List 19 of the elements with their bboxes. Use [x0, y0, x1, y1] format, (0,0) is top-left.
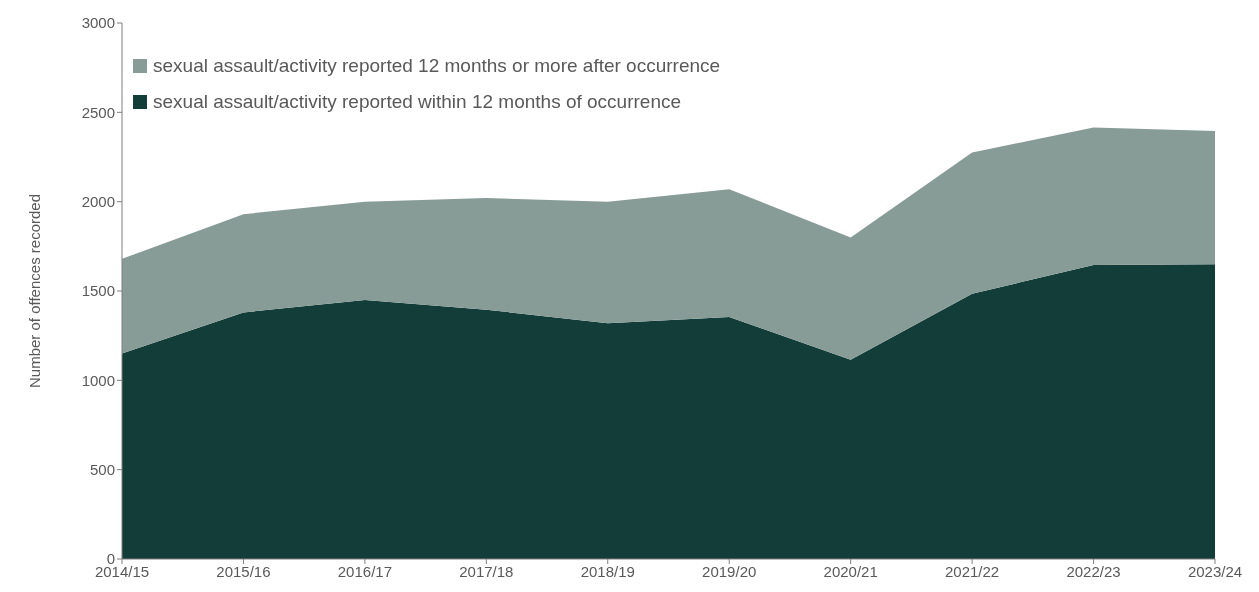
x-tick-label: 2019/20 — [702, 562, 757, 580]
y-tick-label: 500 — [89, 460, 115, 478]
x-tick-label: 2018/19 — [580, 562, 635, 580]
x-tick-label: 2021/22 — [944, 562, 1000, 580]
legend-label: sexual assault/activity reported within 12 months of occurrence — [153, 91, 682, 113]
x-tick-label: 2023/24 — [1187, 562, 1243, 580]
y-tick-label: 1000 — [81, 371, 115, 389]
x-tick-label: 2015/16 — [216, 562, 271, 580]
y-tick-label: 0 — [106, 550, 115, 568]
x-tick-label: 2022/23 — [1066, 562, 1121, 580]
y-tick-label: 1500 — [81, 282, 115, 300]
x-tick-label: 2017/18 — [459, 562, 514, 580]
y-axis-title: Number of offences recorded — [26, 194, 44, 388]
legend-label: sexual assault/activity reported 12 months or more after occurrence — [153, 55, 721, 77]
y-tick-label: 2500 — [81, 103, 115, 121]
x-tick-label: 2016/17 — [337, 562, 393, 580]
x-tick-label: 2020/21 — [823, 562, 878, 580]
y-tick-label: 3000 — [81, 14, 115, 32]
y-tick-label: 2000 — [81, 192, 115, 210]
